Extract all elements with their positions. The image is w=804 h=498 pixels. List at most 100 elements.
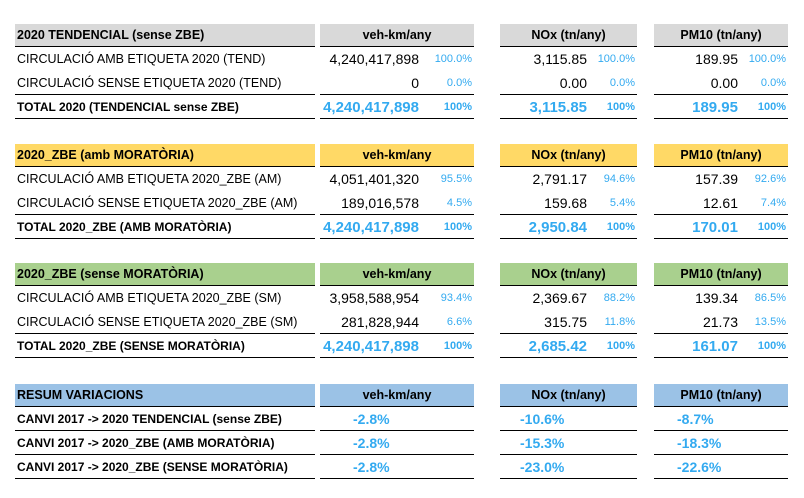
pm10-percent: 100.0% (748, 53, 786, 65)
nox-cell: 315.75 11.8% (500, 311, 637, 334)
row-label: CIRCULACIÓ SENSE ETIQUETA 2020_ZBE (SM) (15, 311, 315, 334)
total-row: TOTAL 2020 (TENDENCIAL sense ZBE) 4,240,… (0, 96, 804, 120)
col-header-vehkm: veh-km/any (320, 263, 474, 286)
vehkm-variation: -2.8% (353, 435, 390, 451)
nox-cell: 159.68 5.4% (500, 192, 637, 215)
vehkm-percent: 95.5% (440, 173, 472, 185)
vehkm-cell: 4,240,417,898 100% (320, 335, 474, 358)
col-header-nox: NOx (tn/any) (500, 144, 637, 167)
nox-cell: 2,369.67 88.2% (500, 287, 637, 310)
col-header-pm10: PM10 (tn/any) (654, 384, 788, 407)
row-label: CIRCULACIÓ SENSE ETIQUETA 2020_ZBE (AM) (15, 192, 315, 215)
row-label: CIRCULACIÓ AMB ETIQUETA 2020_ZBE (SM) (17, 291, 282, 305)
section-header-sense-moratoria: 2020_ZBE (sense MORATÒRIA) veh-km/any NO… (0, 263, 804, 287)
pm10-cell: 12.61 7.4% (654, 192, 788, 215)
total-label: TOTAL 2020_ZBE (AMB MORATÒRIA) (15, 216, 315, 239)
row-label: CIRCULACIÓ SENSE ETIQUETA 2020 (TEND) (15, 72, 315, 95)
nox-percent: 5.4% (609, 197, 635, 209)
nox-cell: 2,685.42 100% (500, 335, 637, 358)
section-title: 2020_ZBE (sense MORATÒRIA) (15, 263, 315, 286)
nox-cell: -10.6% (500, 408, 637, 431)
pm10-percent: 100% (757, 340, 786, 352)
vehkm-cell: 4,240,417,898 100% (320, 96, 474, 119)
section-title: 2020_ZBE (amb MORATÒRIA) (15, 144, 315, 167)
vehkm-cell: -2.8% (320, 456, 474, 479)
row-label: CIRCULACIÓ AMB ETIQUETA 2020_ZBE (AM) (17, 172, 282, 186)
col-header-pm10: PM10 (tn/any) (654, 144, 788, 167)
vehkm-value: 4,240,417,898 (329, 51, 419, 67)
summary-label: CANVI 2017 -> 2020_ZBE (SENSE MORATÒRIA) (15, 456, 315, 479)
summary-label: CANVI 2017 -> 2020 TENDENCIAL (sense ZBE… (15, 408, 315, 431)
nox-percent: 88.2% (603, 292, 635, 304)
pm10-cell: 170.01 100% (654, 216, 788, 239)
vehkm-cell: -2.8% (320, 408, 474, 431)
vehkm-percent: 93.4% (440, 292, 472, 304)
vehkm-percent: 100% (443, 101, 472, 113)
vehkm-total: 4,240,417,898 (323, 99, 419, 116)
nox-cell: 3,115.85 100% (500, 96, 637, 119)
nox-percent: 100% (606, 101, 635, 113)
vehkm-cell: 4,240,417,898 100% (320, 216, 474, 239)
total-label: TOTAL 2020_ZBE (SENSE MORATÒRIA) (15, 335, 315, 358)
pm10-total: 161.07 (692, 338, 738, 355)
summary-title: RESUM VARIACIONS (15, 384, 315, 407)
pm10-cell: -22.6% (654, 456, 788, 479)
vehkm-cell: 189,016,578 4.5% (320, 192, 474, 215)
vehkm-total: 4,240,417,898 (323, 338, 419, 355)
pm10-percent: 7.4% (760, 197, 786, 209)
nox-variation: -15.3% (520, 435, 565, 451)
pm10-value: 189.95 (695, 51, 738, 67)
table-row: CIRCULACIÓ SENSE ETIQUETA 2020_ZBE (AM) … (0, 192, 804, 216)
summary-row: CANVI 2017 -> 2020 TENDENCIAL (sense ZBE… (0, 408, 804, 432)
nox-cell: 3,115.85 100.0% (500, 48, 637, 71)
pm10-value: 157.39 (695, 171, 738, 187)
col-header-vehkm: veh-km/any (320, 144, 474, 167)
pm10-cell: 189.95 100.0% (654, 48, 788, 71)
pm10-cell: 161.07 100% (654, 335, 788, 358)
vehkm-cell: -2.8% (320, 432, 474, 455)
vehkm-cell: 4,240,417,898 100.0% (320, 48, 474, 71)
pm10-cell: 0.00 0.0% (654, 72, 788, 95)
vehkm-total: 4,240,417,898 (323, 219, 419, 236)
pm10-cell: -18.3% (654, 432, 788, 455)
pm10-cell: 21.73 13.5% (654, 311, 788, 334)
pm10-percent: 100% (757, 101, 786, 113)
pm10-percent: 100% (757, 221, 786, 233)
vehkm-value: 4,051,401,320 (329, 171, 419, 187)
nox-variation: -10.6% (520, 411, 565, 427)
vehkm-percent: 100% (443, 340, 472, 352)
nox-cell: -23.0% (500, 456, 637, 479)
pm10-cell: 157.39 92.6% (654, 168, 788, 191)
col-header-nox: NOx (tn/any) (500, 384, 637, 407)
total-row: TOTAL 2020_ZBE (SENSE MORATÒRIA) 4,240,4… (0, 335, 804, 359)
vehkm-cell: 281,828,944 6.6% (320, 311, 474, 334)
pm10-cell: 189.95 100% (654, 96, 788, 119)
nox-variation: -23.0% (520, 459, 565, 475)
table-row: CIRCULACIÓ AMB ETIQUETA 2020_ZBE (AM) 4,… (0, 168, 804, 192)
vehkm-value: 189,016,578 (341, 195, 419, 211)
pm10-value: 139.34 (695, 290, 738, 306)
pm10-variation: -18.3% (677, 435, 722, 451)
vehkm-percent: 4.5% (446, 197, 472, 209)
section-header-tendencial: 2020 TENDENCIAL (sense ZBE) veh-km/any N… (0, 24, 804, 48)
vehkm-value: 281,828,944 (341, 314, 419, 330)
summary-row: CANVI 2017 -> 2020_ZBE (SENSE MORATÒRIA)… (0, 456, 804, 480)
table-row: CIRCULACIÓ AMB ETIQUETA 2020_ZBE (SM) 3,… (0, 287, 804, 311)
total-row: TOTAL 2020_ZBE (AMB MORATÒRIA) 4,240,417… (0, 216, 804, 240)
vehkm-cell: 0 0.0% (320, 72, 474, 95)
vehkm-value: 3,958,588,954 (329, 290, 419, 306)
total-label: TOTAL 2020 (TENDENCIAL sense ZBE) (15, 96, 315, 119)
nox-cell: 0.00 0.0% (500, 72, 637, 95)
pm10-value: 0.00 (710, 75, 738, 91)
pm10-percent: 92.6% (754, 173, 786, 185)
pm10-value: 12.61 (702, 195, 738, 211)
col-header-vehkm: veh-km/any (320, 384, 474, 407)
vehkm-variation: -2.8% (353, 459, 390, 475)
pm10-value: 21.73 (702, 314, 738, 330)
nox-value: 2,369.67 (532, 290, 588, 306)
nox-percent: 11.8% (604, 316, 635, 328)
pm10-total: 170.01 (692, 219, 738, 236)
pm10-percent: 13.5% (754, 316, 786, 328)
vehkm-value: 0 (411, 75, 419, 91)
section-title: 2020 TENDENCIAL (sense ZBE) (15, 24, 315, 47)
